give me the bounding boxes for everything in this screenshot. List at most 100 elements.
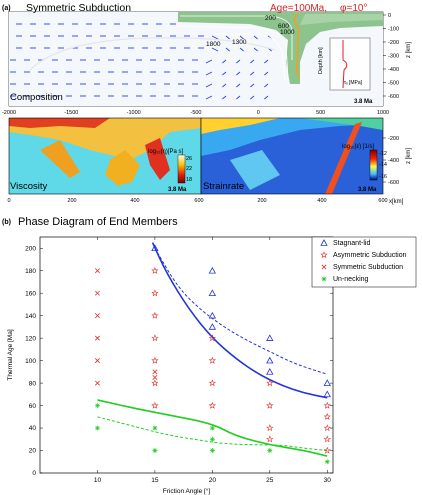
depth-tick-label: -400 [388, 67, 399, 73]
x-tick-label-top: 500 [316, 110, 325, 116]
x-tick-label-top: -1000 [127, 110, 141, 116]
inset-xlabel: τᵢᵢ [MPa] [344, 80, 363, 86]
marker-star [208, 356, 217, 364]
marker-star [323, 435, 331, 443]
contour-label-600: 600 [278, 23, 289, 30]
viscosity-panel: 26 22 18 log₁₀(η)[Pa s] 3.8 Ma Viscosity [8, 117, 202, 195]
inset-ylabel: Depth [km] [318, 47, 324, 74]
boundary-curve-green-solid [97, 399, 328, 457]
marker-star [151, 356, 159, 364]
stress-profile-line [342, 40, 348, 89]
x-tick-label-bottom: 600 [378, 198, 387, 204]
marker-star [151, 379, 159, 387]
stress-inset: Depth [km] τᵢᵢ [MPa] [318, 37, 371, 91]
x-axis-top: -2000 -1500 -1000 -500 0 500 1000 [2, 110, 389, 116]
marker-triangle [208, 289, 217, 296]
y-tick-label: 160 [25, 290, 36, 297]
y-tick-label: 60 [29, 403, 37, 410]
chart-ylabel: Thermal Age [Ma] [7, 329, 14, 380]
isotherm-600 [177, 25, 289, 79]
legend-label: Stagnant-lid [333, 240, 370, 247]
marker-cross [152, 369, 158, 375]
legend-label: Asymmetric Subduction [333, 252, 407, 259]
depth-tick-label: 0 [388, 13, 391, 19]
velocity-arrow [222, 83, 227, 88]
strainrate-colorbar [369, 149, 378, 181]
velocity-arrow [236, 83, 241, 88]
x-tick-label-top: 0 [257, 110, 260, 116]
strainrate-time: 3.8 Ma [358, 187, 377, 193]
plot-frame [39, 236, 334, 474]
marker-star [208, 334, 217, 342]
marker-cross [94, 268, 100, 274]
legend-box [311, 236, 417, 288]
depth-axis-bottom: -200 -400 -600 [383, 136, 399, 186]
strainrate-panel: -12 -14 -16 log₁₀(ε̇) [1/s] 3.8 Ma Strai… [200, 117, 387, 195]
x-axis-bottom: 0 200 400 600 200 400 600 [7, 198, 387, 204]
isotherm-200 [180, 15, 293, 60]
x-axis: 10 15 20 25 30 [94, 237, 331, 484]
phase-diagram: 0 20 40 60 80 100 120 140 160 180 200 10 15 20 25 30 F… [7, 236, 417, 495]
y-tick-label: 200 [25, 245, 36, 252]
marker-asterisk [94, 425, 100, 431]
composition-time: 3.8 Ma [354, 99, 373, 105]
marker-triangle [208, 266, 217, 274]
y-tick-label: 140 [25, 313, 36, 320]
marker-asterisk [94, 403, 100, 409]
x-tick-label: 10 [94, 477, 102, 484]
depth-tick-label: -200 [388, 136, 399, 142]
velocity-arrow [222, 95, 227, 100]
marker-triangle [323, 379, 331, 386]
velocity-arrow [239, 35, 244, 40]
strainrate-upper [201, 118, 383, 156]
marker-star [266, 435, 274, 443]
x-tick-label: 20 [209, 477, 217, 484]
velocity-arrow [264, 59, 269, 64]
panel-a-title: Symmetric Subduction [26, 2, 131, 14]
velocity-arrow [250, 59, 255, 64]
strain-cbar-tick-3: -16 [379, 174, 387, 180]
legend-label: Un-necking [333, 276, 369, 283]
x-tick-label-top: 1000 [377, 110, 389, 116]
marker-asterisk [209, 436, 215, 442]
marker-star [266, 424, 274, 432]
x-tick-label-bottom: 400 [317, 198, 326, 204]
marker-asterisk [209, 425, 215, 431]
marker-star [323, 401, 331, 409]
marker-star [151, 289, 159, 297]
marker-cross [152, 374, 158, 380]
viscosity-slab-c [40, 140, 80, 178]
marker-asterisk [152, 425, 158, 431]
velocity-arrow [211, 47, 219, 52]
composition-label: Composition [10, 92, 63, 103]
marker-star [208, 401, 217, 409]
depth-axis-label-bottom: z [km] [406, 148, 412, 164]
y-tick-label: 40 [29, 425, 37, 432]
marker-star [151, 401, 159, 409]
velocity-arrow [250, 95, 255, 100]
velocity-arrow [236, 95, 241, 100]
velocity-arrow [205, 59, 213, 64]
visc-cbar-tick-2: 22 [186, 166, 192, 172]
viscosity-slab-b [145, 138, 170, 180]
depth-tick-label: -400 [388, 158, 399, 164]
x-tick-label: 25 [266, 477, 274, 484]
x-tick-label-bottom: 200 [257, 198, 266, 204]
y-axis: 0 20 40 60 80 100 120 140 160 180 200 [25, 245, 333, 477]
strainrate-high-b [300, 118, 383, 130]
strainrate-high-a [201, 118, 280, 134]
depth-tick-label: -600 [388, 94, 399, 100]
viscosity-strong-zone [9, 118, 110, 128]
y-tick-label: 20 [29, 448, 37, 455]
marker-cross [94, 358, 100, 364]
boundary-curves [97, 242, 328, 457]
viscosity-label: Viscosity [10, 181, 48, 192]
x-tick-label-bottom: 200 [67, 198, 76, 204]
depth-tick-label: -200 [388, 40, 399, 46]
contour-label-1800: 1800 [206, 41, 221, 48]
marker-star [151, 311, 159, 319]
velocity-arrow [264, 83, 269, 88]
marker-cross [94, 380, 100, 386]
viscosity-cbar-label: log₁₀(η)[Pa s] [148, 149, 184, 155]
x-tick-label: 15 [151, 477, 159, 484]
